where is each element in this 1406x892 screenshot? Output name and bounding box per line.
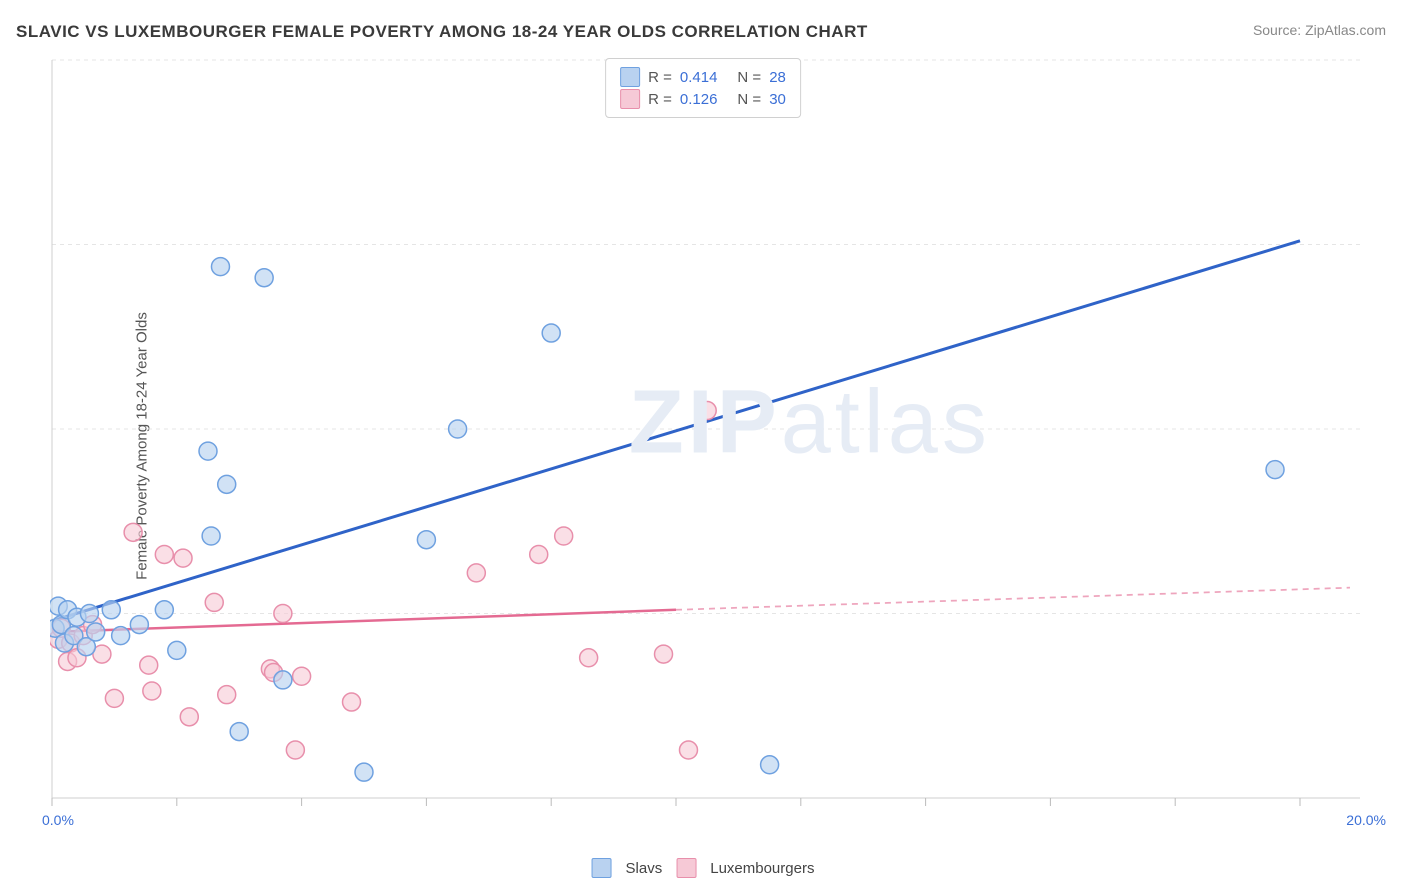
chart-svg — [50, 58, 1360, 818]
stats-row-lux: R = 0.126 N = 30 — [620, 89, 786, 109]
swatch-slavs-icon — [620, 67, 640, 87]
legend-label-slavs: Slavs — [626, 860, 663, 877]
stats-legend: R = 0.414 N = 28 R = 0.126 N = 30 — [605, 58, 801, 118]
stat-n-label: N = — [737, 91, 761, 108]
chart-title: SLAVIC VS LUXEMBOURGER FEMALE POVERTY AM… — [16, 22, 868, 42]
stat-n-value-lux: 30 — [769, 91, 786, 108]
source-value: ZipAtlas.com — [1305, 22, 1386, 38]
legend-swatch-slavs-icon — [592, 858, 612, 878]
x-tick-label: 0.0% — [42, 812, 74, 828]
source-attribution: Source: ZipAtlas.com — [1253, 22, 1386, 38]
stats-row-slavs: R = 0.414 N = 28 — [620, 67, 786, 87]
chart-plot-area: ZIPatlas — [50, 58, 1360, 818]
stat-r-label: R = — [648, 91, 672, 108]
stat-n-label: N = — [737, 69, 761, 86]
stat-r-label: R = — [648, 69, 672, 86]
stat-n-value-slavs: 28 — [769, 69, 786, 86]
source-label: Source: — [1253, 22, 1301, 38]
legend-label-lux: Luxembourgers — [710, 860, 814, 877]
swatch-lux-icon — [620, 89, 640, 109]
stat-r-value-lux: 0.126 — [680, 91, 718, 108]
series-legend: Slavs Luxembourgers — [592, 858, 815, 878]
stat-r-value-slavs: 0.414 — [680, 69, 718, 86]
x-tick-label: 20.0% — [1346, 812, 1386, 828]
legend-swatch-lux-icon — [676, 858, 696, 878]
